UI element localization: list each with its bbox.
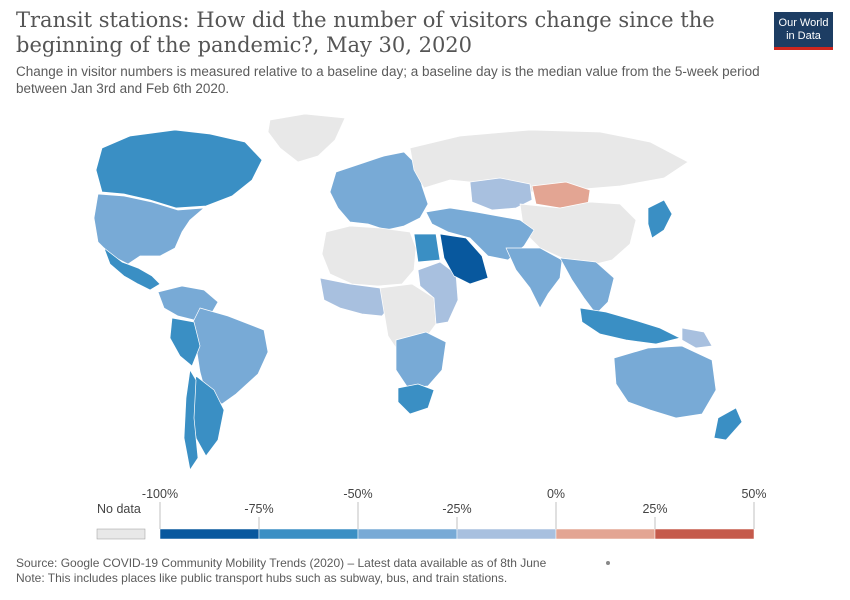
region-united-states[interactable] <box>93 193 205 265</box>
logo-line-2: in Data <box>786 30 821 42</box>
logo-line-1: Our World <box>778 17 829 29</box>
region-north-africa[interactable] <box>321 225 417 287</box>
region-saudi-arabia[interactable] <box>439 233 489 285</box>
source-text: Source: Google COVID-19 Community Mobili… <box>16 556 547 570</box>
legend-tick-label: -50% <box>343 487 372 501</box>
legend-bin-swatch <box>159 528 260 540</box>
world-map <box>93 113 743 471</box>
legend-tick-label: -100% <box>142 487 178 501</box>
legend-bin-swatch <box>456 528 557 540</box>
region-east-africa[interactable] <box>417 261 459 325</box>
region-kazakhstan[interactable] <box>469 177 533 211</box>
region-middle-east[interactable] <box>425 207 535 261</box>
owid-logo[interactable]: Our World in Data <box>774 12 833 50</box>
legend-tick-label: -75% <box>244 502 273 516</box>
region-chile[interactable] <box>183 369 199 471</box>
footer-dot <box>606 561 610 565</box>
region-europe[interactable] <box>329 151 429 231</box>
region-indonesia[interactable] <box>579 307 681 345</box>
legend-no-data-label: No data <box>97 502 141 516</box>
region-egypt[interactable] <box>413 233 441 263</box>
legend-no-data-swatch <box>96 528 146 540</box>
legend-bin-swatch <box>258 528 359 540</box>
chart-title: Transit stations: How did the number of … <box>16 8 715 57</box>
region-southeast-asia[interactable] <box>559 257 615 315</box>
region-japan[interactable] <box>647 199 673 239</box>
region-mexico[interactable] <box>103 247 161 291</box>
legend-bin-swatch <box>654 528 755 540</box>
legend-tick-label: 0% <box>547 487 565 501</box>
region-papua-new-guinea[interactable] <box>681 327 713 349</box>
region-greenland[interactable] <box>267 113 346 163</box>
chart-subtitle: Change in visitor numbers is measured re… <box>16 64 760 96</box>
region-russia[interactable] <box>409 129 689 193</box>
region-west-africa[interactable] <box>319 277 393 317</box>
region-china[interactable] <box>519 201 637 267</box>
legend-tick-label: 25% <box>642 502 667 516</box>
region-southern-africa[interactable] <box>395 331 447 389</box>
region-south-africa[interactable] <box>397 383 435 415</box>
legend-tick-label: -25% <box>442 502 471 516</box>
region-india[interactable] <box>505 247 563 309</box>
region-australia[interactable] <box>613 345 717 419</box>
region-canada[interactable] <box>95 129 263 209</box>
region-peru[interactable] <box>169 317 201 367</box>
legend-bin-swatch <box>555 528 656 540</box>
color-legend: No data-100% -75% -50% -25% 0% 25% 50% <box>96 487 767 540</box>
footer: Source: Google COVID-19 Community Mobili… <box>16 556 546 586</box>
legend-tick-label: 50% <box>741 487 766 501</box>
region-new-zealand[interactable] <box>713 407 743 441</box>
note-text: Note: This includes places like public t… <box>16 571 508 585</box>
legend-bin-swatch <box>357 528 458 540</box>
